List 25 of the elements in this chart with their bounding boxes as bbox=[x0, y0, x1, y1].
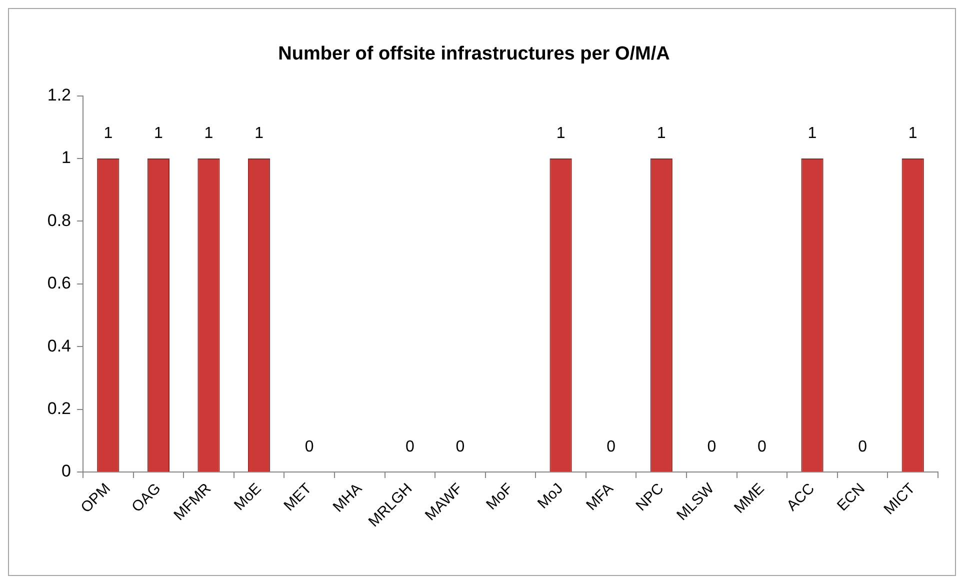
x-tick-label: MoJ bbox=[534, 480, 567, 512]
data-label: 1 bbox=[908, 124, 918, 142]
data-label: 0 bbox=[456, 438, 465, 456]
y-tick-label: 0 bbox=[62, 462, 71, 481]
data-label: 0 bbox=[707, 438, 716, 456]
data-label: 1 bbox=[104, 124, 113, 142]
y-tick-label: 1 bbox=[62, 148, 71, 168]
data-label: 1 bbox=[656, 124, 666, 142]
y-tick-label: 1.2 bbox=[47, 85, 71, 104]
y-tick-label: 0.8 bbox=[47, 210, 71, 230]
data-label: 0 bbox=[304, 438, 314, 456]
data-label: 1 bbox=[556, 124, 566, 142]
data-label: 1 bbox=[154, 124, 163, 142]
x-tick-label: MFA bbox=[583, 480, 617, 514]
y-tick-label: 0.2 bbox=[47, 398, 71, 418]
data-label: 1 bbox=[204, 124, 214, 142]
data-label: 1 bbox=[254, 124, 264, 142]
data-label: 0 bbox=[606, 438, 616, 456]
y-tick-label: 0.6 bbox=[47, 274, 71, 293]
data-label: 0 bbox=[858, 438, 868, 456]
y-tick-label: 0.4 bbox=[47, 336, 71, 356]
data-label: 0 bbox=[405, 438, 414, 456]
data-label: 1 bbox=[808, 124, 817, 142]
data-label: 0 bbox=[758, 438, 767, 456]
chart-title: Number of offsite infrastructures per O/M/A bbox=[278, 44, 670, 65]
